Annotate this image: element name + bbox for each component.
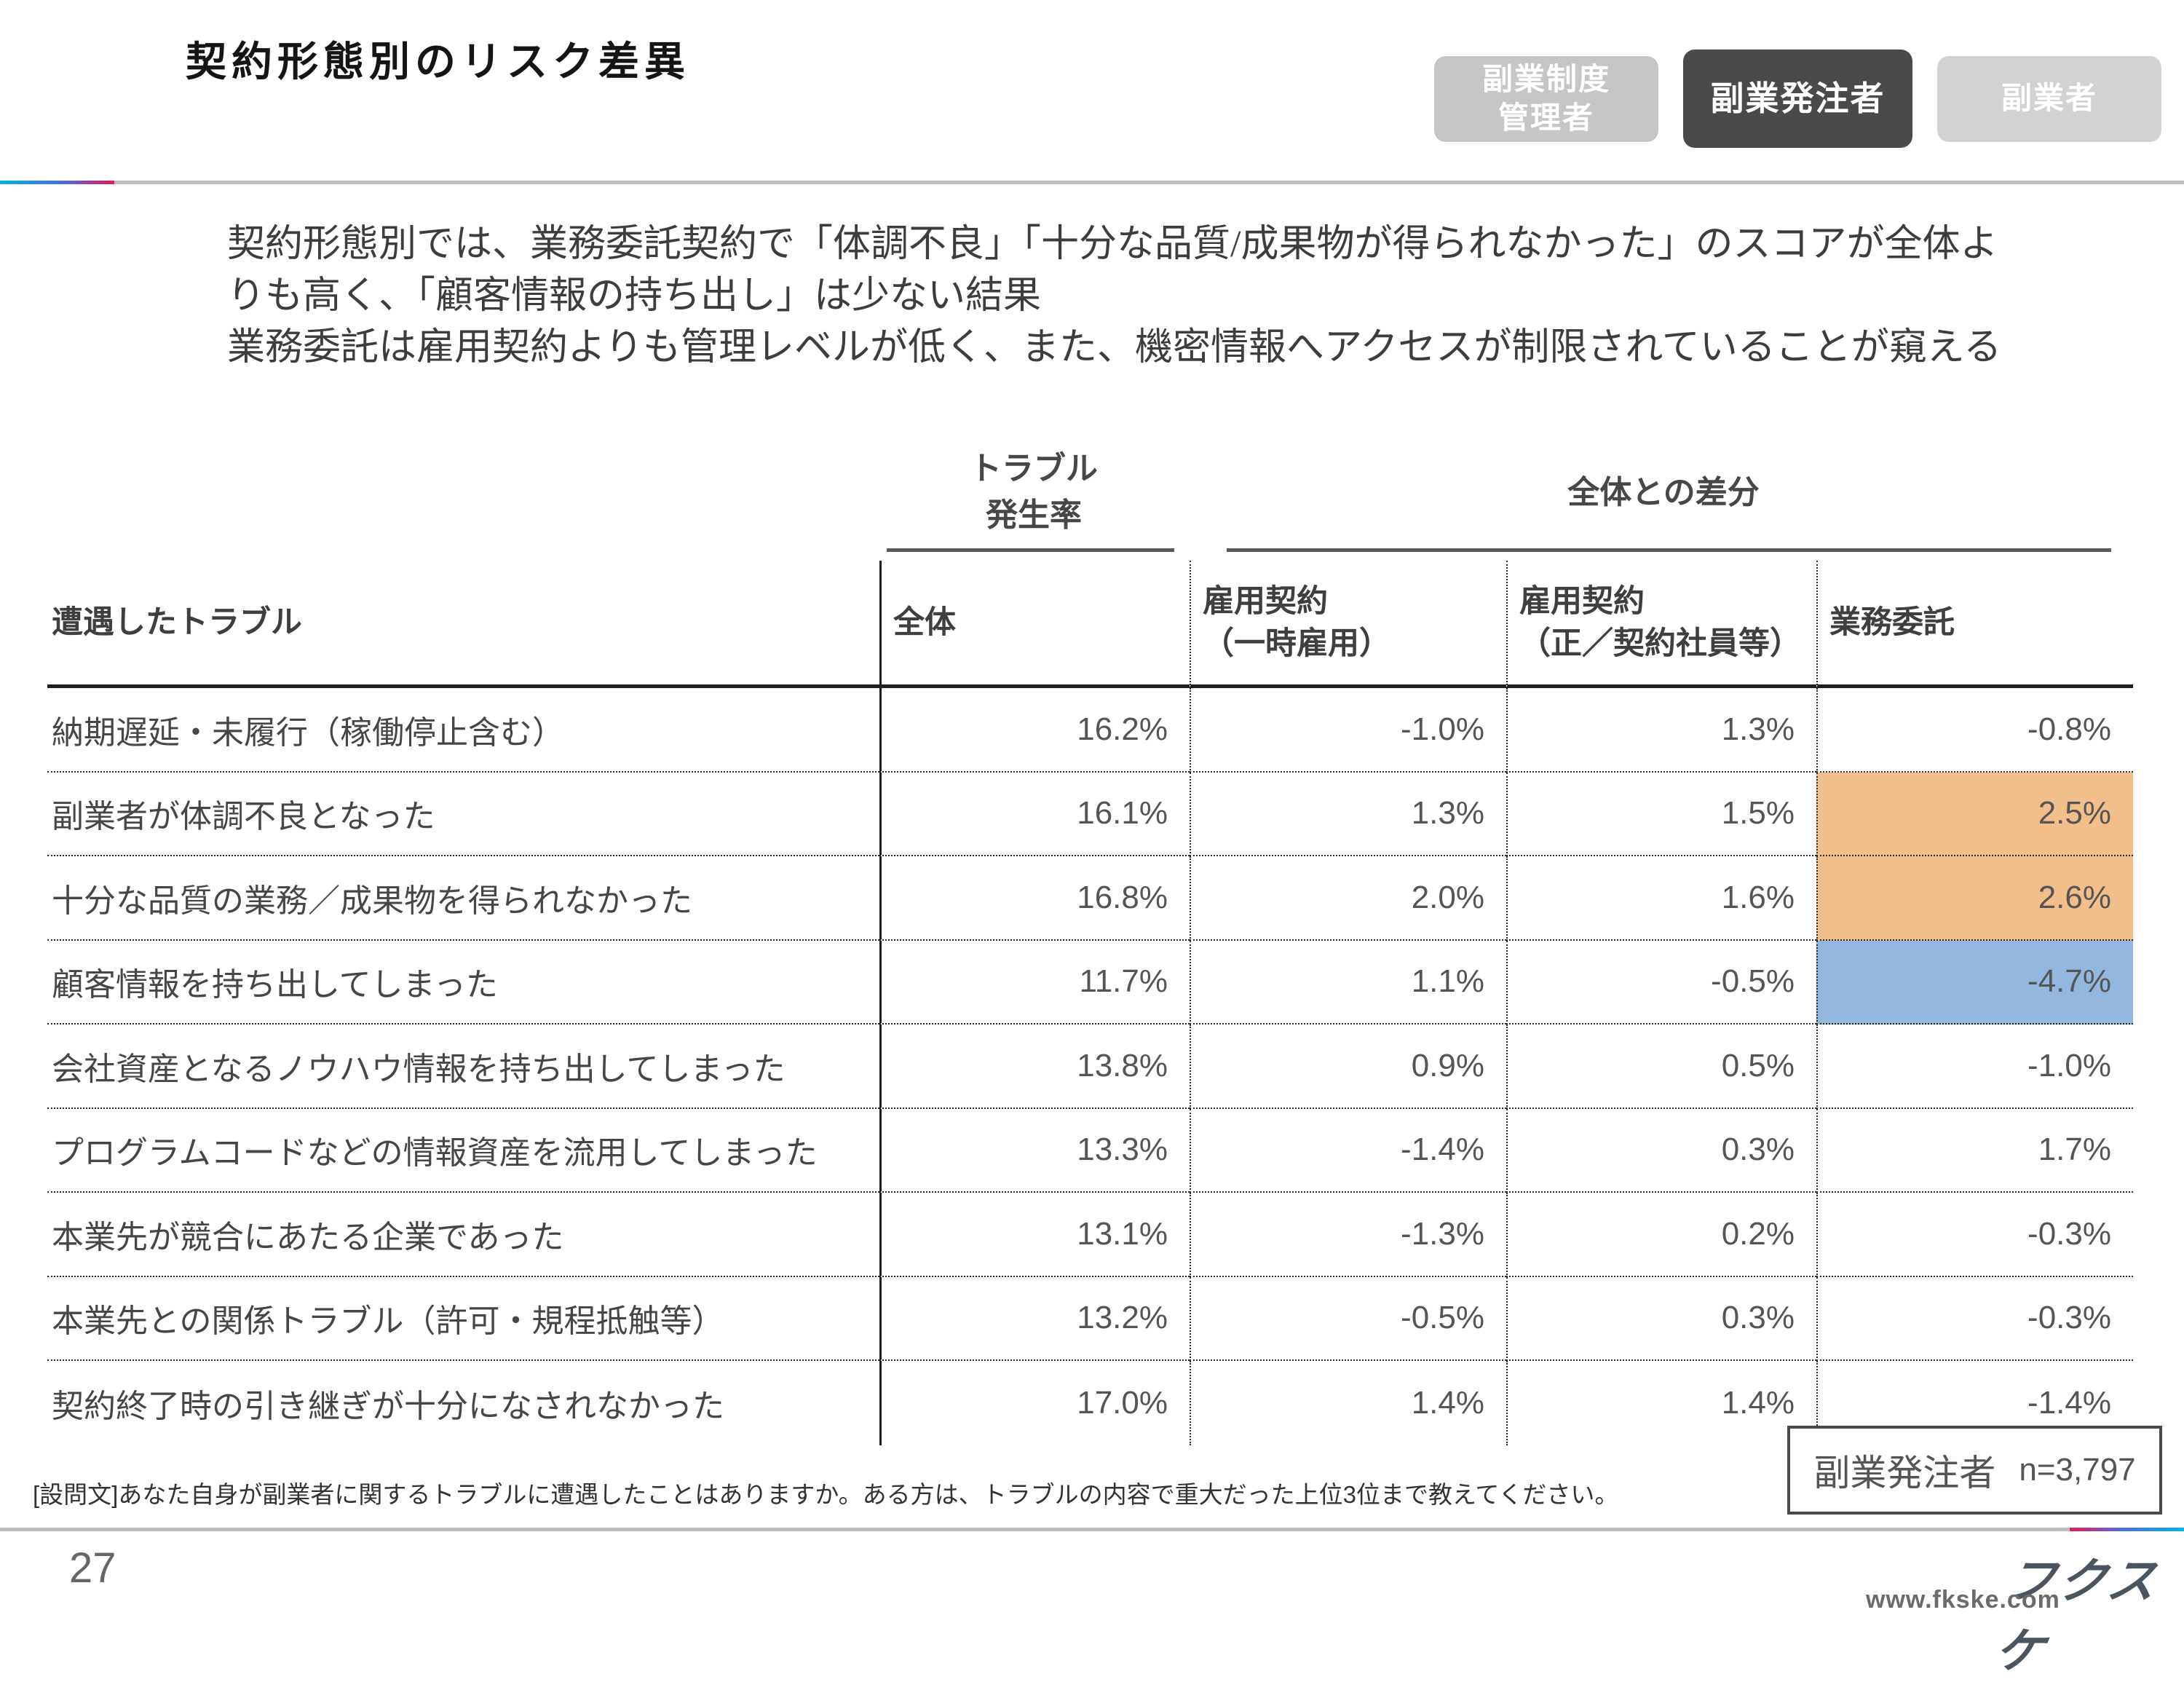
tab-fukugyo-hacchusha[interactable]: 副業発注者 [1683, 50, 1912, 148]
row-label: 顧客情報を持ち出してしまった [47, 941, 879, 1024]
value-cell: 17.0% [879, 1361, 1190, 1445]
group-header-trouble-rate: トラブル 発生率 [970, 451, 1098, 533]
value-cell: 13.8% [879, 1024, 1190, 1109]
value-cell: 13.3% [879, 1108, 1190, 1193]
tab-fukugyosha[interactable]: 副業者 [1937, 55, 2161, 142]
value-cell: 13.1% [879, 1193, 1190, 1277]
value-cell: 1.4% [1506, 1361, 1816, 1445]
title-divider-accent [0, 181, 114, 184]
value-cell: -1.0% [1190, 688, 1506, 773]
summary-text: 契約形態別では、業務委託契約で「体調不良」「十分な品質/成果物が得られなかった」… [227, 224, 2002, 369]
group-header-diff-underline [1227, 548, 2111, 552]
footer-divider-accent [2070, 1528, 2184, 1531]
value-cell: 0.2% [1506, 1193, 1816, 1277]
value-cell: 2.0% [1190, 856, 1506, 941]
value-cell: 11.7% [879, 940, 1190, 1024]
value-cell: 13.2% [879, 1276, 1190, 1361]
audience-tabs: 副業制度 管理者 副業発注者 副業者 [1434, 50, 2161, 148]
value-cell: 16.1% [879, 772, 1190, 856]
page-number: 27 [69, 1544, 116, 1592]
value-cell: 0.3% [1506, 1108, 1816, 1193]
page-title: 契約形態別のリスク差異 [186, 40, 690, 85]
row-label: プログラムコードなどの情報資産を流用してしまった [47, 1109, 879, 1193]
column-header-temp-employment: 雇用契約 （一時雇用） [1190, 561, 1506, 688]
group-header-rate-underline [887, 548, 1174, 552]
row-label: 会社資産となるノウハウ情報を持ち出してしまった [47, 1024, 879, 1109]
value-cell: 1.1% [1190, 940, 1506, 1024]
value-cell: 0.5% [1506, 1024, 1816, 1109]
value-cell: 1.3% [1190, 772, 1506, 856]
column-header-outsourcing: 業務委託 [1816, 561, 2133, 688]
row-label: 副業者が体調不良となった [47, 773, 879, 856]
value-cell: 16.2% [879, 688, 1190, 773]
value-cell: -0.8% [1816, 688, 2133, 773]
tab-fukugyo-seido-kanrisha[interactable]: 副業制度 管理者 [1434, 55, 1658, 142]
value-cell: -0.3% [1816, 1193, 2133, 1277]
title-divider [0, 181, 2184, 184]
value-cell: 1.6% [1506, 856, 1816, 941]
value-cell: 2.6% [1816, 856, 2133, 941]
value-cell: 0.3% [1506, 1276, 1816, 1361]
column-header-trouble: 遭遇したトラブル [47, 561, 879, 688]
row-label: 契約終了時の引き継ぎが十分になされなかった [52, 1388, 724, 1424]
column-header-total: 全体 [879, 561, 1190, 688]
value-cell: -1.4% [1190, 1108, 1506, 1193]
site-url: www.fkske.com [1866, 1586, 2060, 1614]
sample-size-value: n=3,797 [2019, 1452, 2136, 1488]
row-label: 十分な品質の業務／成果物を得られなかった [47, 856, 879, 941]
value-cell: -0.3% [1816, 1276, 2133, 1361]
value-cell: 1.4% [1190, 1361, 1506, 1445]
group-header-diff-vs-total: 全体との差分 [1567, 475, 1760, 510]
value-cell: -4.7% [1816, 940, 2133, 1024]
value-cell: 1.3% [1506, 688, 1816, 773]
row-label: 本業先が競合にあたる企業であった [47, 1193, 879, 1277]
value-cell: -1.4% [1816, 1361, 2133, 1445]
value-cell: -1.3% [1190, 1193, 1506, 1277]
sample-size-box: 副業発注者 n=3,797 [1787, 1426, 2162, 1515]
footer-divider [0, 1528, 2184, 1531]
value-cell: -1.0% [1816, 1024, 2133, 1109]
value-cell: 2.5% [1816, 772, 2133, 856]
risk-table: 遭遇したトラブル 全体 雇用契約 （一時雇用） 雇用契約 （正／契約社員等） 業… [47, 561, 2133, 1445]
row-label: 本業先との関係トラブル（許可・規程抵触等） [47, 1277, 879, 1361]
sample-audience-label: 副業発注者 [1813, 1453, 1996, 1493]
value-cell: 1.5% [1506, 772, 1816, 856]
survey-question-footnote: [設問文]あなた自身が副業者に関するトラブルに遭遇したことはありますか。ある方は… [33, 1481, 1619, 1508]
value-cell: 16.8% [879, 856, 1190, 941]
value-cell: 0.9% [1190, 1024, 1506, 1109]
value-cell: -0.5% [1506, 940, 1816, 1024]
row-label: 納期遅延・未履行（稼働停止含む） [47, 688, 879, 773]
column-header-regular-employment: 雇用契約 （正／契約社員等） [1506, 561, 1816, 688]
value-cell: 1.7% [1816, 1108, 2133, 1193]
value-cell: -0.5% [1190, 1276, 1506, 1361]
